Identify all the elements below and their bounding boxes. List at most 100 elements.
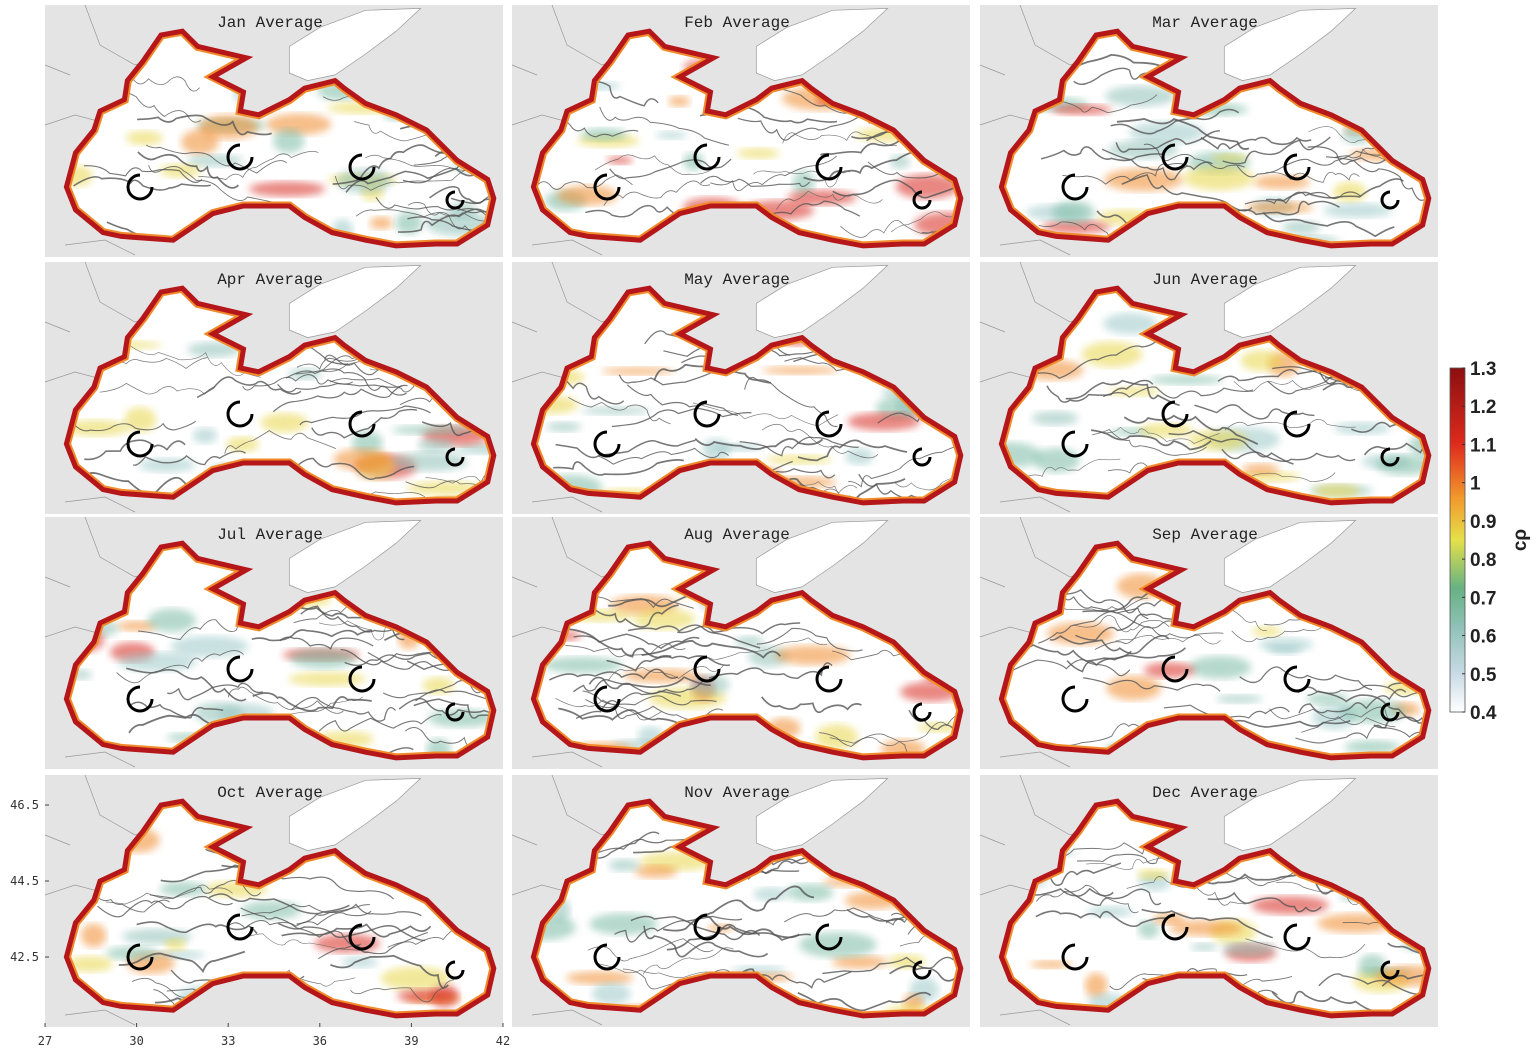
field-patch [396, 989, 456, 1003]
panel-title: Jan Average [217, 14, 323, 32]
colorbar-tick-label: 0.7 [1470, 588, 1496, 609]
colorbar-tick-label: 1 [1470, 474, 1481, 495]
field-patch [1052, 201, 1095, 225]
field-patch [370, 217, 394, 230]
map-panel: Nov Average [512, 775, 1031, 1027]
colorbar-tick-label: 0.8 [1470, 550, 1496, 571]
figure: Jan Average Feb Average Mar Average Apr Ave… [0, 0, 1538, 1049]
field-patch [1109, 387, 1159, 397]
lon-tick-label: 42 [496, 1034, 510, 1048]
field-patch [1149, 375, 1223, 385]
field-patch [381, 967, 451, 991]
field-patch [566, 971, 634, 984]
lon-tick-label: 27 [38, 1034, 52, 1048]
colorbar-tick-label: 0.9 [1470, 512, 1496, 533]
field-patch [668, 96, 690, 107]
map-panel: Jun Average [980, 262, 1517, 516]
field-patch [126, 131, 163, 146]
lon-tick-label: 30 [129, 1034, 143, 1048]
field-patch [341, 957, 378, 968]
field-patch [1139, 423, 1193, 438]
field-patch [1032, 411, 1079, 425]
panel-title: Mar Average [1152, 14, 1258, 32]
field-patch [543, 657, 622, 673]
panel-title: Apr Average [217, 271, 323, 289]
field-patch [193, 428, 218, 444]
field-patch [1191, 943, 1218, 951]
field-patch [290, 649, 355, 669]
panel-title: Sep Average [1152, 526, 1258, 544]
field-patch [546, 422, 581, 432]
lon-tick-label: 33 [221, 1034, 235, 1048]
map-panel: May Average [512, 262, 999, 514]
panel-title: Oct Average [217, 784, 323, 802]
field-patch [1189, 656, 1251, 679]
colorbar-tick-label: 1.1 [1470, 435, 1497, 456]
panel-title: Feb Average [684, 14, 790, 32]
panel-title: May Average [684, 271, 790, 289]
field-patch [241, 901, 301, 919]
colorbar-tick-label: 1.2 [1470, 397, 1496, 418]
field-patch [737, 148, 780, 159]
panel-title: Aug Average [684, 526, 790, 544]
field-patch [890, 155, 910, 169]
field-patch [164, 938, 186, 951]
map-panel: Aug Average [512, 517, 1017, 769]
field-patch [148, 608, 197, 632]
field-patch [186, 155, 243, 167]
field-patch [635, 865, 678, 878]
field-patch [766, 455, 832, 465]
lat-tick-label: 42.5 [10, 950, 39, 964]
map-panel: Jan Average [45, 5, 586, 257]
map-panel: Oct Average [45, 775, 561, 1027]
panel-title: Jul Average [217, 526, 323, 544]
field-patch [1252, 626, 1282, 636]
map-panel: Feb Average [512, 5, 1050, 257]
map-panel: Jul Average [45, 517, 556, 769]
field-patch [609, 859, 640, 872]
field-patch [333, 449, 390, 471]
field-patch [124, 407, 156, 432]
colorbar-tick-label: 0.5 [1470, 665, 1497, 686]
panel-title: Dec Average [1152, 784, 1258, 802]
field-patch [1246, 202, 1313, 214]
field-patch [592, 982, 631, 1004]
field-patch [288, 672, 366, 686]
panel-title: Nov Average [684, 784, 790, 802]
field-patch [1314, 484, 1360, 498]
colorbar-tick-label: 1.3 [1470, 359, 1496, 380]
field-patch [170, 636, 248, 658]
field-patch [249, 181, 325, 196]
field-patch [392, 425, 472, 435]
panel-title: Jun Average [1152, 271, 1258, 289]
colorbar [1450, 368, 1465, 712]
map-panel: Sep Average [980, 517, 1496, 769]
colorbar-tick-label: 0.4 [1470, 703, 1497, 724]
field-patch [1323, 203, 1392, 218]
lon-tick-label: 36 [313, 1034, 327, 1048]
field-patch [1282, 221, 1320, 235]
field-patch [1211, 154, 1248, 163]
lat-tick-label: 46.5 [10, 798, 39, 812]
field-patch [581, 407, 650, 415]
lon-tick-label: 39 [404, 1034, 418, 1048]
map-panel: Mar Average [980, 5, 1517, 257]
field-patch [557, 185, 618, 205]
colorbar-tick-label: 0.6 [1470, 627, 1496, 648]
field-patch [656, 131, 688, 139]
field-patch [81, 924, 107, 948]
field-patch [1258, 638, 1313, 652]
field-patch [139, 458, 196, 472]
colorbar-label: cρ [1510, 529, 1531, 552]
field-patch [1216, 694, 1262, 703]
map-panel: Apr Average [45, 262, 565, 514]
field-patch [1221, 942, 1275, 956]
lat-tick-label: 44.5 [10, 874, 39, 888]
map-panel: Dec Average [980, 775, 1538, 1027]
field-patch [1088, 906, 1133, 917]
field-patch [273, 129, 305, 153]
field-patch [847, 412, 920, 430]
field-patch [1137, 869, 1170, 880]
field-patch [1106, 676, 1161, 700]
field-patch [1082, 341, 1143, 367]
